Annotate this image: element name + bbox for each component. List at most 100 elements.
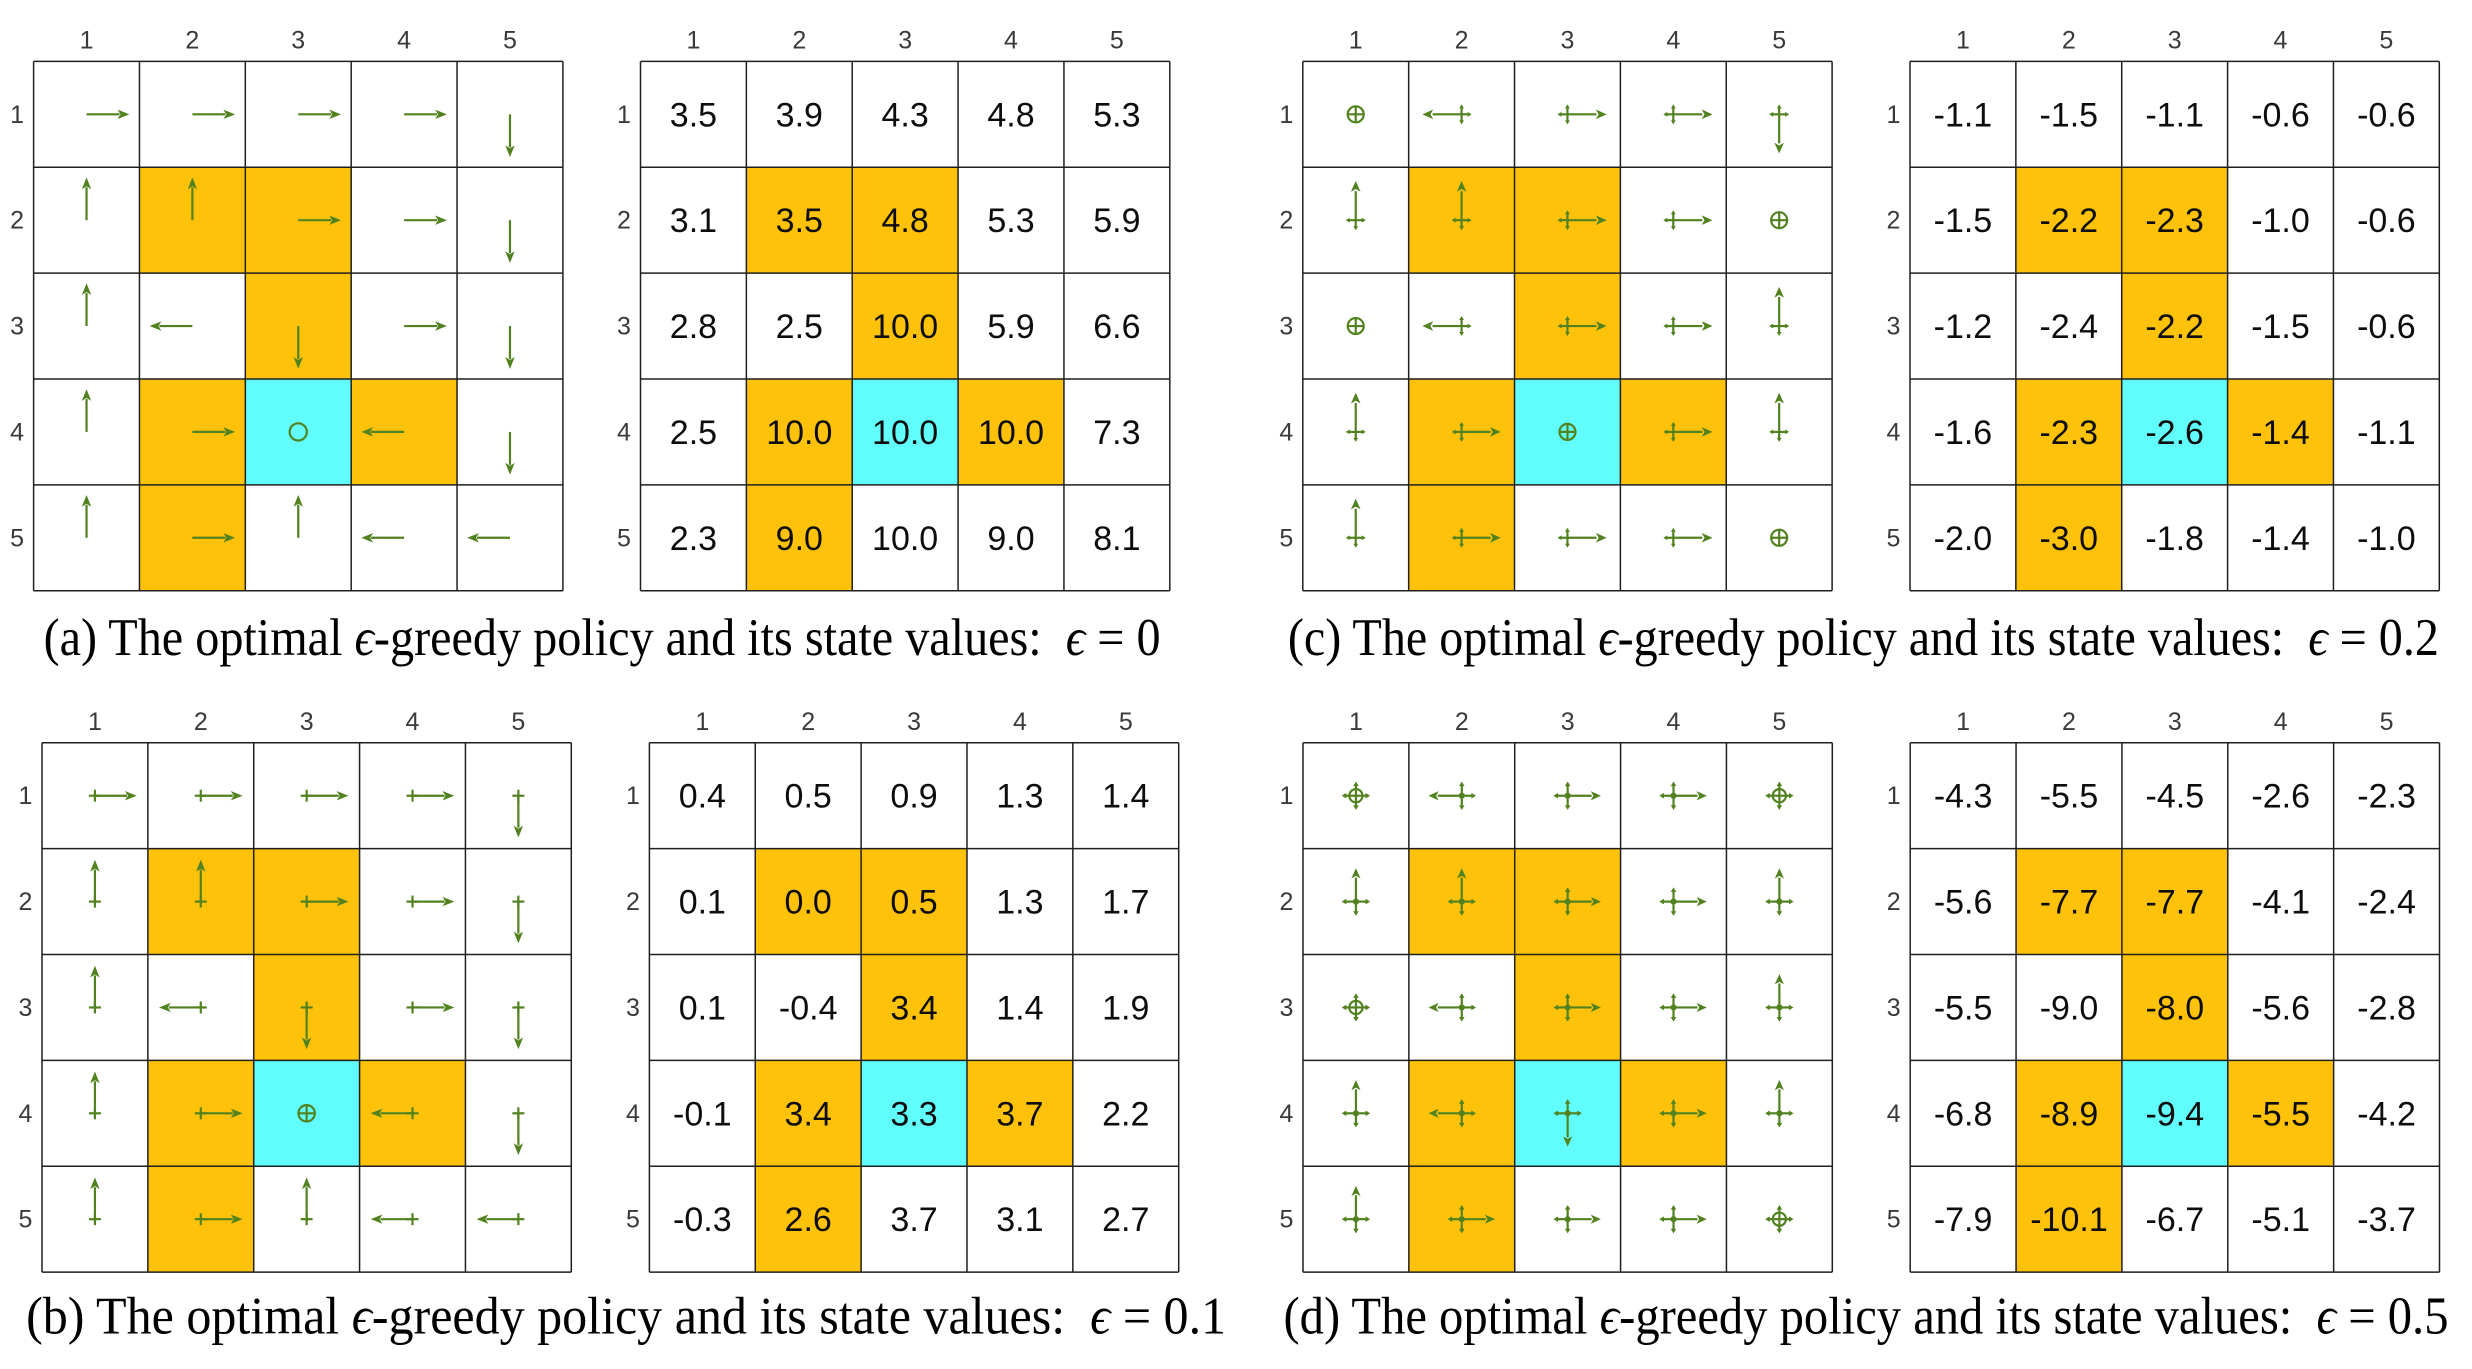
svg-text:5: 5 bbox=[511, 708, 525, 736]
svg-text:3: 3 bbox=[1887, 313, 1901, 341]
svg-text:4: 4 bbox=[1887, 1100, 1901, 1128]
svg-text:3: 3 bbox=[1280, 994, 1294, 1022]
svg-text:4.3: 4.3 bbox=[882, 96, 929, 134]
svg-text:-2.6: -2.6 bbox=[2145, 414, 2204, 452]
svg-text:1: 1 bbox=[1349, 26, 1363, 54]
svg-text:4: 4 bbox=[626, 1100, 640, 1128]
svg-text:-2.8: -2.8 bbox=[2357, 989, 2416, 1027]
svg-text:1: 1 bbox=[1280, 782, 1294, 810]
svg-text:-5.1: -5.1 bbox=[2251, 1201, 2310, 1239]
svg-text:8.1: 8.1 bbox=[1093, 520, 1140, 558]
svg-text:3.5: 3.5 bbox=[776, 202, 823, 240]
svg-text:4: 4 bbox=[1667, 708, 1681, 736]
svg-text:1.9: 1.9 bbox=[1102, 989, 1149, 1027]
svg-text:1: 1 bbox=[1279, 101, 1293, 129]
svg-text:0.4: 0.4 bbox=[679, 778, 726, 816]
svg-text:3.3: 3.3 bbox=[890, 1095, 937, 1133]
svg-text:1.7: 1.7 bbox=[1102, 884, 1149, 922]
svg-text:-3.7: -3.7 bbox=[2357, 1201, 2416, 1239]
svg-text:0.1: 0.1 bbox=[679, 884, 726, 922]
svg-text:-9.0: -9.0 bbox=[2040, 989, 2099, 1027]
svg-text:2: 2 bbox=[801, 708, 815, 736]
svg-text:-2.2: -2.2 bbox=[2145, 308, 2204, 346]
svg-text:-4.3: -4.3 bbox=[1934, 778, 1993, 816]
svg-text:2: 2 bbox=[1455, 708, 1469, 736]
svg-text:0.0: 0.0 bbox=[785, 884, 832, 922]
svg-text:1.3: 1.3 bbox=[996, 884, 1043, 922]
svg-text:4: 4 bbox=[406, 708, 420, 736]
svg-text:3: 3 bbox=[617, 313, 631, 341]
svg-text:-7.9: -7.9 bbox=[1934, 1201, 1993, 1239]
svg-text:10.0: 10.0 bbox=[766, 414, 832, 452]
svg-text:-4.5: -4.5 bbox=[2146, 778, 2205, 816]
svg-text:5: 5 bbox=[1772, 708, 1786, 736]
svg-text:4: 4 bbox=[1666, 26, 1680, 54]
svg-text:6.6: 6.6 bbox=[1093, 308, 1140, 346]
svg-text:5.9: 5.9 bbox=[987, 308, 1034, 346]
svg-text:3: 3 bbox=[907, 708, 921, 736]
svg-text:0.1: 0.1 bbox=[679, 989, 726, 1027]
svg-text:2: 2 bbox=[2062, 708, 2076, 736]
svg-text:10.0: 10.0 bbox=[872, 308, 938, 346]
svg-text:2.3: 2.3 bbox=[670, 520, 717, 558]
svg-text:5: 5 bbox=[503, 26, 517, 54]
svg-text:3: 3 bbox=[1279, 313, 1293, 341]
svg-text:-3.0: -3.0 bbox=[2039, 520, 2098, 558]
svg-text:-5.6: -5.6 bbox=[1934, 884, 1993, 922]
svg-text:2: 2 bbox=[1279, 207, 1293, 235]
svg-text:3: 3 bbox=[300, 708, 314, 736]
svg-text:4: 4 bbox=[1004, 26, 1018, 54]
svg-text:4: 4 bbox=[617, 418, 631, 446]
svg-text:-2.3: -2.3 bbox=[2357, 778, 2416, 816]
svg-text:-10.1: -10.1 bbox=[2030, 1201, 2108, 1239]
svg-text:4: 4 bbox=[10, 418, 24, 446]
svg-text:3: 3 bbox=[1560, 26, 1574, 54]
svg-text:4.8: 4.8 bbox=[987, 96, 1034, 134]
svg-text:-1.5: -1.5 bbox=[2251, 308, 2310, 346]
svg-text:2: 2 bbox=[2062, 26, 2076, 54]
svg-text:3.7: 3.7 bbox=[996, 1095, 1043, 1133]
svg-text:1: 1 bbox=[617, 101, 631, 129]
svg-text:5: 5 bbox=[2380, 708, 2394, 736]
svg-text:-7.7: -7.7 bbox=[2040, 884, 2099, 922]
svg-text:5: 5 bbox=[1887, 524, 1901, 552]
svg-text:5: 5 bbox=[626, 1206, 640, 1234]
svg-text:1: 1 bbox=[1887, 782, 1901, 810]
svg-text:2.8: 2.8 bbox=[670, 308, 717, 346]
svg-text:3: 3 bbox=[2168, 26, 2182, 54]
svg-text:(d) The optimal ϵ-greedy polic: (d) The optimal ϵ-greedy policy and its … bbox=[1284, 1288, 2449, 1346]
svg-text:1: 1 bbox=[19, 782, 33, 810]
svg-text:1: 1 bbox=[80, 26, 94, 54]
svg-text:5: 5 bbox=[10, 524, 24, 552]
svg-text:1: 1 bbox=[10, 101, 24, 129]
svg-text:(b) The optimal ϵ-greedy polic: (b) The optimal ϵ-greedy policy and its … bbox=[26, 1288, 1226, 1346]
svg-text:2: 2 bbox=[792, 26, 806, 54]
svg-text:10.0: 10.0 bbox=[978, 414, 1044, 452]
svg-text:2.6: 2.6 bbox=[785, 1201, 832, 1239]
svg-text:0.9: 0.9 bbox=[890, 778, 937, 816]
svg-text:-1.5: -1.5 bbox=[1934, 202, 1993, 240]
svg-text:-8.0: -8.0 bbox=[2146, 989, 2205, 1027]
svg-text:3.7: 3.7 bbox=[890, 1201, 937, 1239]
svg-text:7.3: 7.3 bbox=[1093, 414, 1140, 452]
svg-text:3.9: 3.9 bbox=[776, 96, 823, 134]
svg-text:-1.5: -1.5 bbox=[2039, 96, 2098, 134]
svg-text:-2.0: -2.0 bbox=[1934, 520, 1993, 558]
svg-text:1.3: 1.3 bbox=[996, 778, 1043, 816]
svg-text:5: 5 bbox=[1280, 1206, 1294, 1234]
svg-text:9.0: 9.0 bbox=[987, 520, 1034, 558]
svg-text:2: 2 bbox=[626, 888, 640, 916]
svg-text:2: 2 bbox=[19, 888, 33, 916]
svg-text:-0.4: -0.4 bbox=[779, 989, 838, 1027]
svg-text:0.5: 0.5 bbox=[890, 884, 937, 922]
svg-text:2.2: 2.2 bbox=[1102, 1095, 1149, 1133]
svg-text:-0.6: -0.6 bbox=[2357, 202, 2416, 240]
svg-text:2: 2 bbox=[1887, 888, 1901, 916]
svg-text:-7.7: -7.7 bbox=[2146, 884, 2205, 922]
svg-text:4: 4 bbox=[1279, 418, 1293, 446]
svg-text:-0.3: -0.3 bbox=[673, 1201, 732, 1239]
svg-text:4: 4 bbox=[2274, 26, 2288, 54]
svg-text:3: 3 bbox=[291, 26, 305, 54]
svg-text:4: 4 bbox=[1013, 708, 1027, 736]
svg-text:-1.1: -1.1 bbox=[2357, 414, 2416, 452]
